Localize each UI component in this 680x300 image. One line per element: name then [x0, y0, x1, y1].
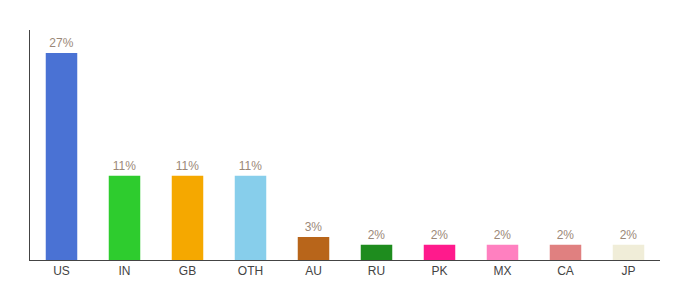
svg-text:IN: IN — [119, 264, 131, 278]
svg-text:11%: 11% — [239, 159, 262, 173]
svg-text:2%: 2% — [431, 228, 449, 242]
svg-text:AU: AU — [305, 264, 322, 278]
svg-text:3%: 3% — [305, 220, 323, 234]
svg-text:GB: GB — [179, 264, 196, 278]
svg-text:2%: 2% — [557, 228, 575, 242]
svg-text:MX: MX — [494, 264, 512, 278]
svg-text:2%: 2% — [620, 228, 638, 242]
svg-text:11%: 11% — [113, 159, 136, 173]
svg-text:2%: 2% — [368, 228, 386, 242]
svg-text:11%: 11% — [176, 159, 199, 173]
svg-text:US: US — [53, 264, 70, 278]
svg-text:JP: JP — [621, 264, 635, 278]
svg-text:PK: PK — [431, 264, 447, 278]
svg-text:OTH: OTH — [238, 264, 263, 278]
svg-text:RU: RU — [368, 264, 385, 278]
svg-text:27%: 27% — [49, 36, 73, 50]
svg-text:2%: 2% — [494, 228, 512, 242]
svg-text:CA: CA — [557, 264, 574, 278]
